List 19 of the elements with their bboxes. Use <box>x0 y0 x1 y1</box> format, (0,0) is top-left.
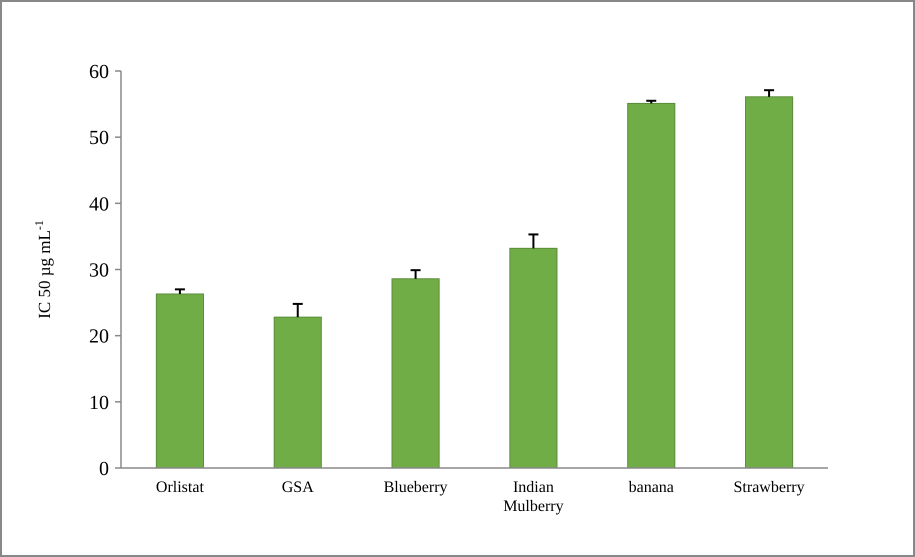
y-tick-label: 30 <box>89 260 109 282</box>
x-tick-label: banana <box>628 479 674 496</box>
x-tick-label: Blueberry <box>384 479 448 496</box>
x-tick-label: Indian Mulberry <box>503 479 564 516</box>
bar <box>392 278 440 468</box>
bar <box>509 248 558 468</box>
bar <box>156 293 204 468</box>
y-tick-label: 0 <box>99 458 109 480</box>
y-tick-label: 20 <box>89 326 109 348</box>
bar <box>274 316 322 468</box>
bar <box>627 102 676 468</box>
y-tick-label: 50 <box>89 127 109 150</box>
bar <box>745 96 794 468</box>
y-tick-label: 40 <box>89 193 109 216</box>
x-tick-label: Orlistat <box>156 479 204 496</box>
y-tick-label: 10 <box>89 392 109 414</box>
x-tick-label: Strawberry <box>734 479 805 496</box>
y-tick-label: 60 <box>89 61 109 83</box>
x-tick-label: GSA <box>282 479 314 496</box>
